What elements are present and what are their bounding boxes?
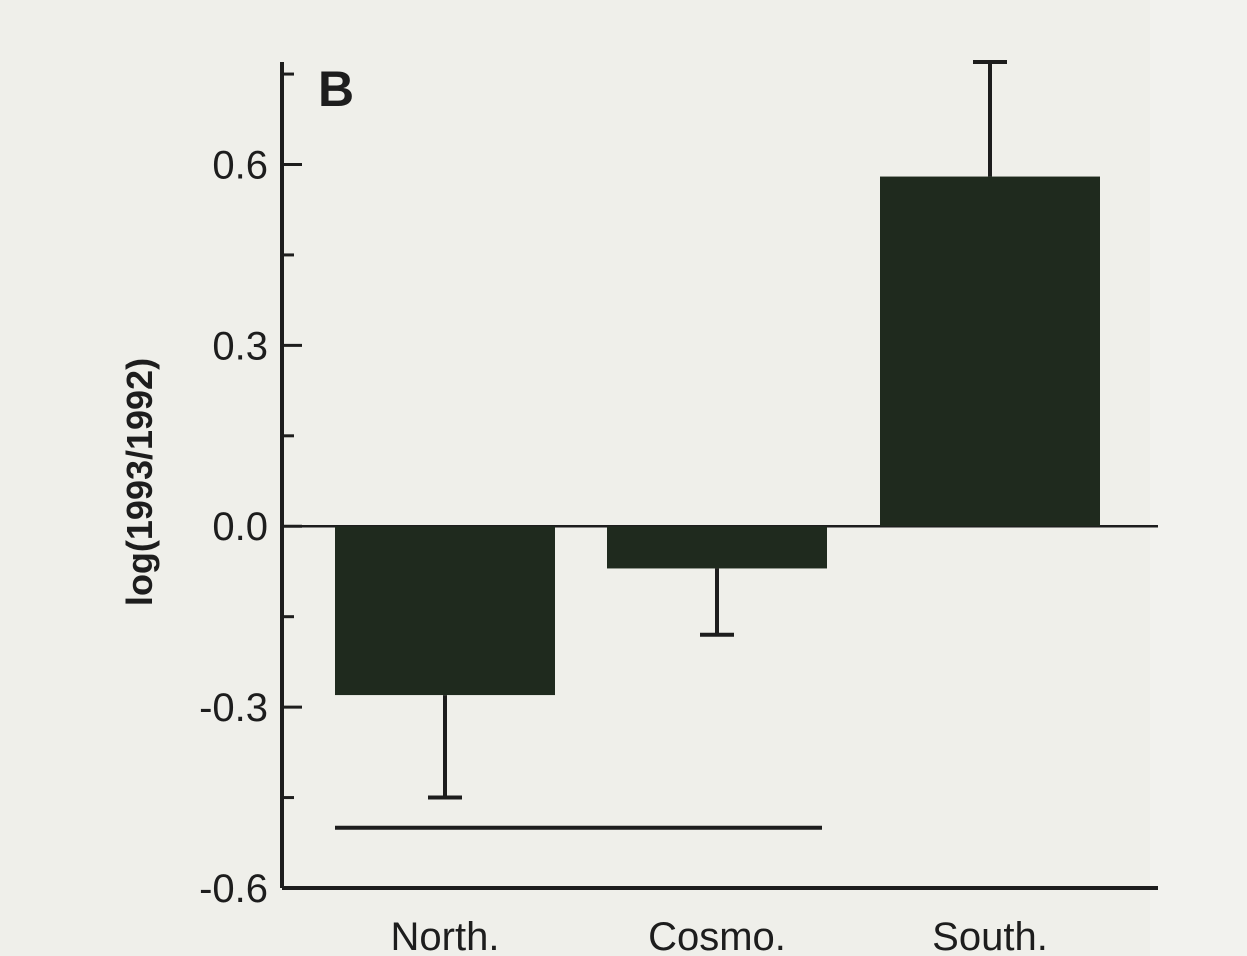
x-category-label: North. [391, 915, 500, 956]
y-tick-label: -0.3 [199, 686, 268, 730]
y-tick-label: 0.3 [212, 324, 268, 368]
y-axis-title: log(1993/1992) [119, 358, 160, 606]
y-tick-label: 0.0 [212, 505, 268, 549]
background-bleed-text [1150, 0, 1247, 956]
y-tick-label: 0.6 [212, 143, 268, 187]
labels-group: -0.6 -0.3 0.0 0.3 0.6 North. Cosmo. South. [199, 143, 1048, 956]
panel-label: B [318, 61, 354, 117]
y-tick-label: -0.6 [199, 867, 268, 911]
bar [335, 526, 555, 696]
bar [880, 176, 1100, 527]
x-category-label: South. [932, 915, 1048, 956]
bar [607, 526, 827, 569]
x-category-label: Cosmo. [648, 915, 786, 956]
bars-group [335, 176, 1100, 696]
error-bars-group [428, 60, 1007, 800]
